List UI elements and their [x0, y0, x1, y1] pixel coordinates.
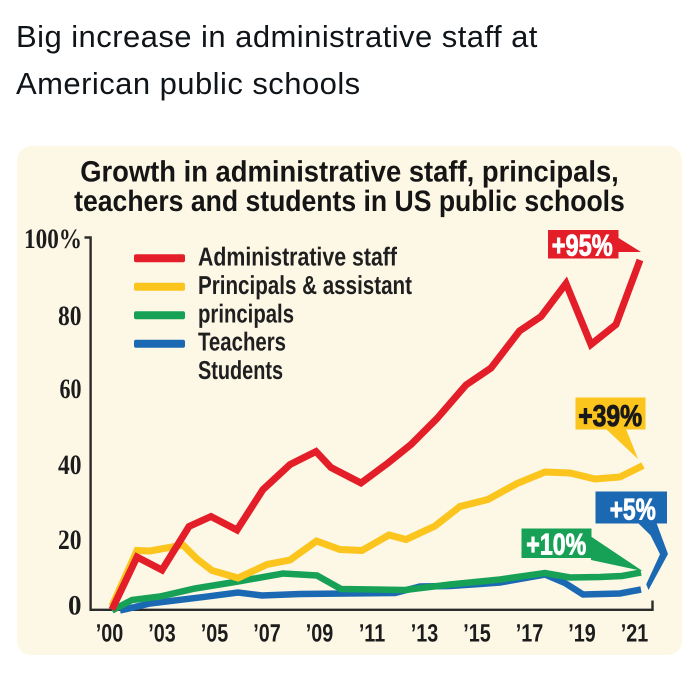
svg-text:’19: ’19 [568, 620, 595, 648]
svg-text:100%: 100% [24, 224, 82, 255]
svg-text:Growth in administrative staff: Growth in administrative staff, principa… [80, 155, 619, 188]
svg-text:’21: ’21 [621, 620, 649, 648]
svg-text:’13: ’13 [411, 620, 438, 648]
svg-text:Students: Students [198, 355, 283, 385]
svg-text:+5%: +5% [610, 494, 656, 527]
svg-text:+10%: +10% [526, 529, 586, 562]
svg-text:80: 80 [58, 301, 82, 332]
svg-text:’03: ’03 [148, 620, 175, 648]
svg-text:teachers and students in US pu: teachers and students in US public schoo… [74, 185, 625, 218]
svg-text:’00: ’00 [96, 620, 123, 648]
svg-text:’17: ’17 [516, 620, 543, 648]
svg-text:’09: ’09 [306, 620, 333, 648]
svg-text:20: 20 [58, 525, 82, 556]
svg-text:+95%: +95% [552, 229, 613, 262]
svg-text:40: 40 [58, 450, 82, 481]
svg-text:60: 60 [60, 374, 82, 405]
svg-text:Principals & assistant: Principals & assistant [198, 270, 412, 300]
svg-text:’11: ’11 [359, 620, 385, 648]
svg-text:Administrative staff: Administrative staff [198, 242, 397, 272]
svg-text:’05: ’05 [201, 620, 229, 648]
svg-text:+39%: +39% [578, 400, 642, 433]
svg-text:’07: ’07 [253, 620, 280, 648]
svg-text:Teachers: Teachers [198, 327, 286, 357]
svg-text:principals: principals [198, 298, 294, 328]
svg-text:’15: ’15 [463, 620, 491, 648]
svg-text:0: 0 [68, 591, 82, 622]
